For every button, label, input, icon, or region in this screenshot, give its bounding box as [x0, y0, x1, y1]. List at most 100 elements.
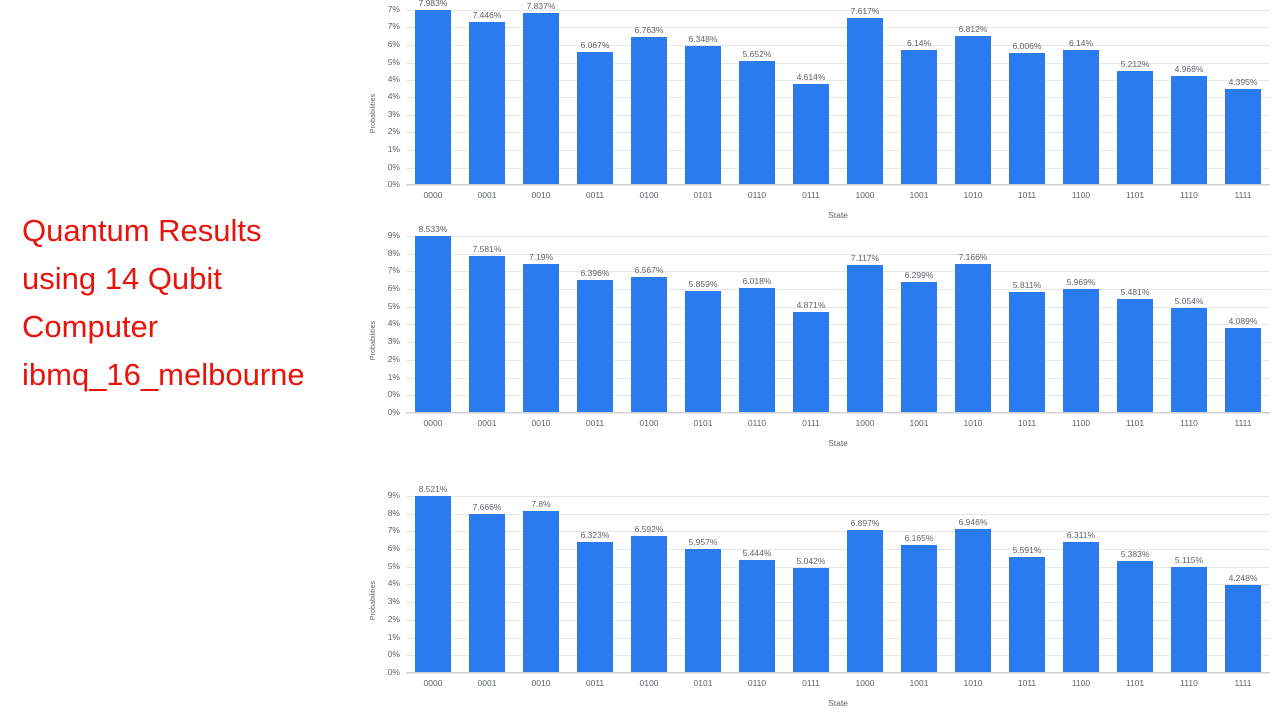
- bar[interactable]: 5.957%: [684, 537, 722, 673]
- bar[interactable]: 5.591%: [1008, 545, 1046, 673]
- bar-slot: 5.652%: [730, 10, 784, 185]
- bar[interactable]: 6.592%: [630, 524, 668, 673]
- bar[interactable]: 6.348%: [684, 34, 722, 185]
- bar[interactable]: 5.042%: [792, 556, 830, 673]
- gridline-rule: [406, 395, 1270, 397]
- bar-value-label: 4.968%: [1174, 64, 1204, 75]
- bar-chart-3: Probabilities 9% 8% 7% 6% 5% 4% 3% 2% 1% 0% 0% 8.5…: [366, 484, 1278, 712]
- bar[interactable]: 4.248%: [1224, 573, 1262, 673]
- bar[interactable]: 7.837%: [522, 1, 560, 185]
- y-axis-tick-label: 7%: [387, 265, 400, 276]
- bar[interactable]: 6.946%: [954, 517, 992, 673]
- x-axis-tick-label: 1100: [1071, 418, 1091, 428]
- y-axis-tick-label: 2%: [387, 353, 400, 364]
- gridline-rule: [406, 496, 1270, 497]
- bar-value-label: 4.871%: [796, 299, 826, 310]
- bar[interactable]: 6.299%: [900, 270, 938, 413]
- x-axis-tick-label: 1011: [1017, 418, 1037, 428]
- bar-slot: 6.018%: [730, 236, 784, 413]
- bar[interactable]: 5.652%: [738, 49, 776, 185]
- x-axis-tick-label: 0100: [639, 418, 659, 428]
- bar[interactable]: 7.166%: [954, 252, 992, 413]
- bar-series-2: 8.533% 7.581% 7.19% 6.396% 6.567% 5.859% 6.018…: [406, 224, 1270, 413]
- gridline-rule: [406, 342, 1270, 344]
- bar[interactable]: 6.897%: [846, 518, 884, 673]
- bar[interactable]: 6.763%: [630, 25, 668, 185]
- bar[interactable]: 5.115%: [1170, 555, 1208, 673]
- axis-baseline-2: [406, 412, 1270, 413]
- y-axis-tick-label: 1%: [387, 143, 400, 154]
- bar-slot: 5.383%: [1108, 496, 1162, 673]
- y-axis-tick-label: 8%: [387, 247, 400, 258]
- bar-slot: 5.115%: [1162, 496, 1216, 673]
- x-axis-tick-label: 1110: [1180, 190, 1198, 200]
- bar[interactable]: 5.212%: [1116, 59, 1154, 185]
- bar-slot: 4.871%: [784, 236, 838, 413]
- bar[interactable]: 5.444%: [738, 548, 776, 673]
- bar-slot: 8.521%: [406, 484, 460, 673]
- x-axis-tick-label: 0111: [802, 678, 820, 688]
- bar[interactable]: 7.666%: [468, 502, 506, 673]
- gridline-rule: [406, 602, 1270, 604]
- bar-value-label: 4.395%: [1228, 76, 1258, 87]
- bar[interactable]: 8.521%: [414, 484, 452, 673]
- bar-slot: 6.311%: [1054, 496, 1108, 673]
- bar[interactable]: 6.14%: [1062, 38, 1100, 185]
- gridline-rule: [406, 306, 1270, 308]
- bar[interactable]: 5.383%: [1116, 549, 1154, 673]
- bar[interactable]: 6.165%: [900, 533, 938, 673]
- bar-slot: 6.299%: [892, 236, 946, 413]
- y-axis-title-3: Probabilities: [370, 580, 378, 620]
- bar-value-label: 6.299%: [904, 270, 934, 281]
- bar[interactable]: 4.089%: [1224, 316, 1262, 413]
- bar[interactable]: 5.969%: [1062, 277, 1100, 413]
- bar-value-label: 6.311%: [1066, 529, 1096, 540]
- bar[interactable]: 4.395%: [1224, 77, 1262, 185]
- bar[interactable]: 7.617%: [846, 6, 884, 185]
- bar[interactable]: 6.14%: [900, 38, 938, 185]
- bar[interactable]: 5.054%: [1170, 296, 1208, 413]
- bar[interactable]: 4.871%: [792, 300, 830, 413]
- gridline-rule: [406, 62, 1270, 64]
- bar[interactable]: 6.067%: [576, 40, 614, 185]
- bar[interactable]: 7.581%: [468, 244, 506, 413]
- bar-slot: 7.581%: [460, 236, 514, 413]
- bar-slot: 4.395%: [1216, 10, 1270, 185]
- bar[interactable]: 6.323%: [576, 530, 614, 673]
- bar[interactable]: 7.117%: [846, 253, 884, 413]
- bar-chart-2: Probabilities 9% 8% 7% 6% 5% 4% 3% 2% 1% 0% 0% 8.5…: [366, 224, 1278, 452]
- title-line-3: Computer: [22, 309, 159, 344]
- bar[interactable]: 5.811%: [1008, 280, 1046, 413]
- bar-value-label: 7.581%: [472, 243, 502, 254]
- y-axis-tick-label: 7%: [387, 525, 400, 536]
- y-axis-tick-label: 9%: [387, 230, 400, 240]
- gridline-rule: [406, 236, 1270, 237]
- y-axis-tick-label: 9%: [387, 490, 400, 500]
- bar-slot: 7.446%: [460, 10, 514, 185]
- bar-slot: 4.614%: [784, 10, 838, 185]
- bar[interactable]: 5.481%: [1116, 287, 1154, 413]
- bar[interactable]: 6.018%: [738, 276, 776, 413]
- bar-value-label: 5.859%: [688, 279, 718, 290]
- bar-value-label: 5.481%: [1120, 287, 1150, 298]
- bar[interactable]: 6.812%: [954, 24, 992, 185]
- bar[interactable]: 6.311%: [1062, 530, 1100, 673]
- bar[interactable]: 6.006%: [1008, 41, 1046, 185]
- x-axis-tick-label: 0110: [747, 418, 767, 428]
- bar[interactable]: 7.983%: [414, 0, 452, 185]
- bar-slot: 4.968%: [1162, 10, 1216, 185]
- bar[interactable]: 4.968%: [1170, 64, 1208, 185]
- bar[interactable]: 7.8%: [522, 499, 560, 673]
- bar[interactable]: 6.567%: [630, 265, 668, 413]
- bar[interactable]: 7.19%: [522, 252, 560, 413]
- x-axis-tick-label: 0010: [531, 190, 551, 200]
- bar-value-label: 7.19%: [528, 251, 554, 262]
- bar-slot: 7.117%: [838, 236, 892, 413]
- gridline-rule: [406, 79, 1270, 81]
- bar-value-label: 4.089%: [1228, 316, 1258, 327]
- bar[interactable]: 7.446%: [468, 10, 506, 185]
- bar[interactable]: 4.614%: [792, 72, 830, 185]
- bar[interactable]: 6.396%: [576, 268, 614, 413]
- bar[interactable]: 5.859%: [684, 279, 722, 413]
- bar[interactable]: 8.533%: [414, 224, 452, 413]
